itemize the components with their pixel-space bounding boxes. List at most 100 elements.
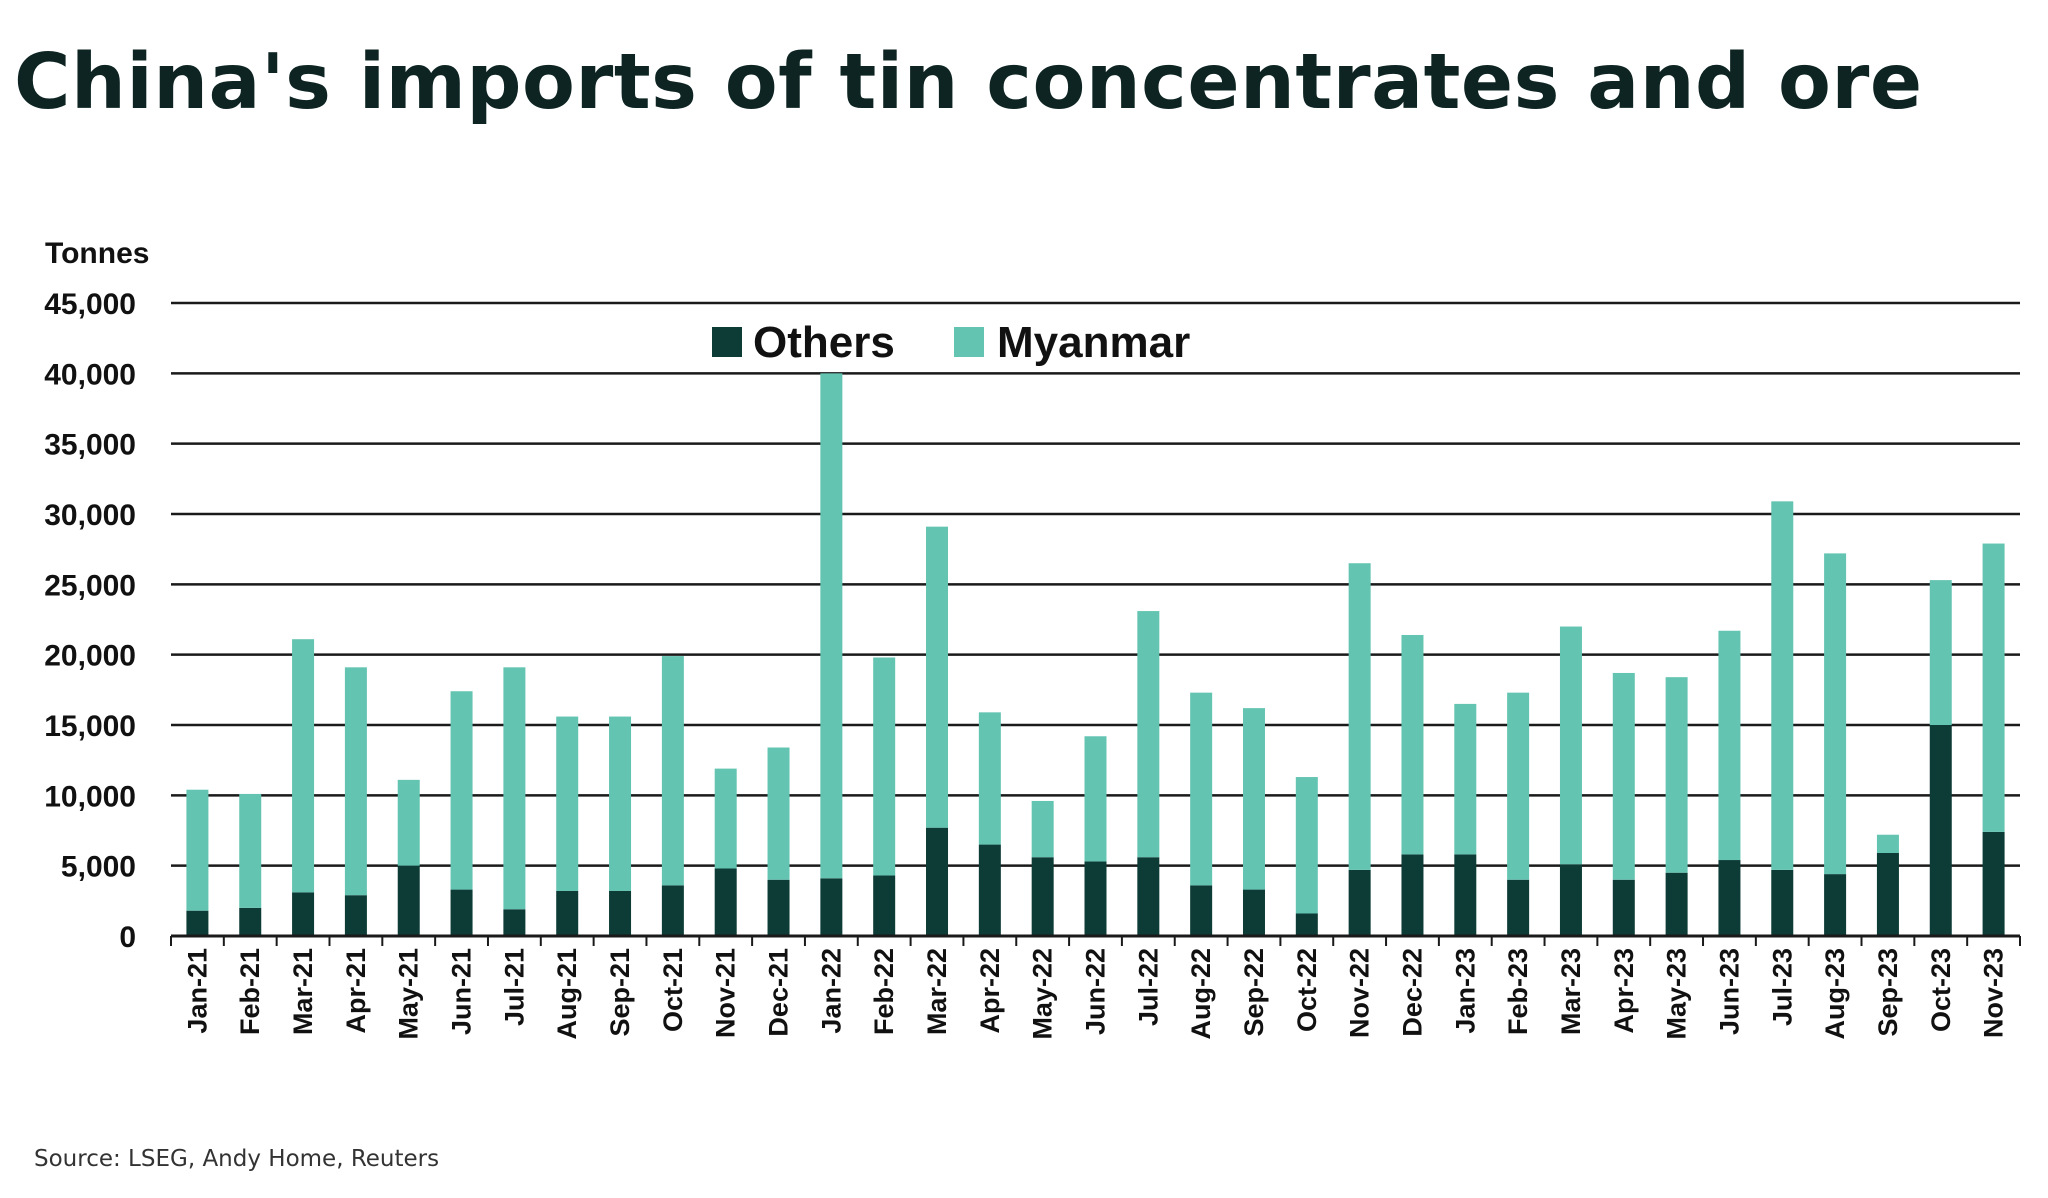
bar-myanmar-sep-21: [609, 716, 632, 891]
x-tick-label: Jan-22: [816, 948, 846, 1034]
y-tick-label: 45,000: [44, 288, 136, 321]
bar-myanmar-jan-22: [820, 373, 843, 879]
x-tick-label: May-23: [1662, 948, 1692, 1040]
bar-myanmar-mar-22: [926, 526, 949, 828]
bar-others-mar-23: [1559, 864, 1582, 936]
bars: [186, 373, 2005, 936]
x-tick-label: Jan-23: [1450, 948, 1480, 1034]
legend: Others Myanmar: [712, 318, 1190, 367]
x-tick-label: Apr-23: [1609, 948, 1639, 1034]
bar-myanmar-nov-22: [1348, 563, 1371, 870]
bar-myanmar-jan-23: [1454, 703, 1477, 855]
bar-myanmar-may-23: [1665, 677, 1688, 873]
x-tick-label: Sep-22: [1239, 948, 1269, 1037]
bar-others-may-21: [397, 865, 420, 936]
bar-myanmar-oct-21: [661, 656, 684, 886]
source-note: Source: LSEG, Andy Home, Reuters: [34, 1146, 440, 1172]
x-tick-label: Mar-23: [1556, 948, 1586, 1035]
y-axis-unit-label: Tonnes: [45, 237, 149, 270]
bar-others-jul-23: [1771, 869, 1794, 936]
x-tick-label: Mar-22: [922, 948, 952, 1035]
x-tick-label: Apr-22: [975, 948, 1005, 1034]
x-tick-label: Nov-23: [1979, 948, 2009, 1038]
bar-others-jan-23: [1454, 854, 1477, 936]
bar-others-feb-23: [1507, 879, 1530, 936]
bar-others-aug-22: [1190, 885, 1213, 936]
bar-myanmar-dec-22: [1401, 634, 1424, 855]
x-tick-label: Sep-21: [605, 948, 635, 1037]
y-tick-label: 0: [119, 921, 136, 954]
bar-others-oct-21: [661, 885, 684, 936]
stacked-bar-chart: 0 5,000 10,000 15,000 20,000 25,000 30,000 35,0…: [44, 237, 2021, 1040]
bar-others-oct-23: [1929, 725, 1952, 936]
bar-myanmar-feb-23: [1507, 692, 1530, 880]
legend-swatch-myanmar: [954, 327, 984, 357]
x-tick-label: Oct-23: [1926, 948, 1956, 1032]
bar-myanmar-may-21: [397, 779, 420, 866]
x-tick-label: Jun-22: [1081, 948, 1111, 1035]
x-tick-label: Oct-22: [1292, 948, 1322, 1032]
y-tick-label: 40,000: [44, 358, 136, 391]
bar-others-jan-21: [186, 910, 209, 936]
x-tick-label: Mar-21: [288, 948, 318, 1035]
bar-myanmar-jan-21: [186, 789, 209, 911]
x-tick-label: Nov-21: [711, 948, 741, 1038]
bar-others-mar-22: [926, 827, 949, 936]
bar-myanmar-jun-23: [1718, 630, 1741, 861]
x-tick-label: Apr-21: [341, 948, 371, 1034]
bar-myanmar-mar-21: [292, 639, 315, 893]
y-tick-label: 5,000: [61, 851, 136, 884]
bar-others-nov-22: [1348, 869, 1371, 936]
bar-others-feb-21: [239, 907, 262, 936]
legend-label-myanmar: Myanmar: [997, 318, 1190, 367]
bar-myanmar-jun-21: [450, 691, 473, 890]
bar-myanmar-feb-21: [239, 793, 262, 908]
x-tick-label: Jul-23: [1767, 948, 1797, 1026]
bar-others-apr-22: [978, 844, 1001, 936]
bar-others-oct-22: [1295, 913, 1318, 936]
bar-myanmar-jul-23: [1771, 501, 1794, 870]
bar-others-sep-23: [1876, 853, 1899, 936]
x-tick-label: Jan-21: [182, 948, 212, 1034]
bar-myanmar-may-22: [1031, 800, 1054, 858]
x-tick-label: Jun-21: [447, 948, 477, 1035]
y-tick-label: 15,000: [44, 710, 136, 743]
x-tick-label: Nov-22: [1345, 948, 1375, 1038]
x-tick-label: Jul-22: [1133, 948, 1163, 1026]
bar-others-jun-22: [1084, 861, 1107, 936]
bar-others-dec-22: [1401, 854, 1424, 936]
bar-others-feb-22: [873, 875, 896, 936]
x-tick-label: Jun-23: [1714, 948, 1744, 1035]
bar-others-aug-23: [1824, 874, 1847, 936]
bar-others-dec-21: [767, 879, 790, 936]
bar-myanmar-nov-21: [714, 768, 737, 869]
y-tick-label: 20,000: [44, 640, 136, 673]
bar-myanmar-aug-22: [1190, 692, 1213, 886]
legend-swatch-others: [712, 327, 742, 357]
bar-others-jul-21: [503, 909, 526, 936]
x-tick-label: May-21: [394, 948, 424, 1040]
bar-others-jun-21: [450, 889, 473, 936]
x-tick-label: Aug-23: [1820, 948, 1850, 1040]
x-tick-label: Feb-22: [869, 948, 899, 1035]
chart-title: China's imports of tin concentrates and …: [14, 38, 1923, 127]
bar-myanmar-sep-23: [1876, 834, 1899, 854]
bar-others-jun-23: [1718, 860, 1741, 936]
bar-myanmar-mar-23: [1559, 626, 1582, 865]
bar-others-nov-21: [714, 868, 737, 936]
y-tick-label: 25,000: [44, 569, 136, 602]
x-tick-label: Dec-22: [1397, 948, 1427, 1037]
bar-others-jul-22: [1137, 857, 1160, 936]
bar-others-mar-21: [292, 892, 315, 936]
bar-myanmar-apr-22: [978, 712, 1001, 845]
bar-myanmar-nov-23: [1982, 543, 2005, 832]
bar-myanmar-dec-21: [767, 747, 790, 880]
bar-myanmar-apr-23: [1612, 672, 1635, 880]
bar-myanmar-apr-21: [344, 667, 367, 896]
y-tick-label: 30,000: [44, 499, 136, 532]
y-tick-label: 10,000: [44, 780, 136, 813]
x-tick-label: Feb-23: [1503, 948, 1533, 1035]
legend-label-others: Others: [753, 318, 895, 367]
bar-myanmar-aug-23: [1824, 553, 1847, 875]
x-tick-label: Oct-21: [658, 948, 688, 1032]
